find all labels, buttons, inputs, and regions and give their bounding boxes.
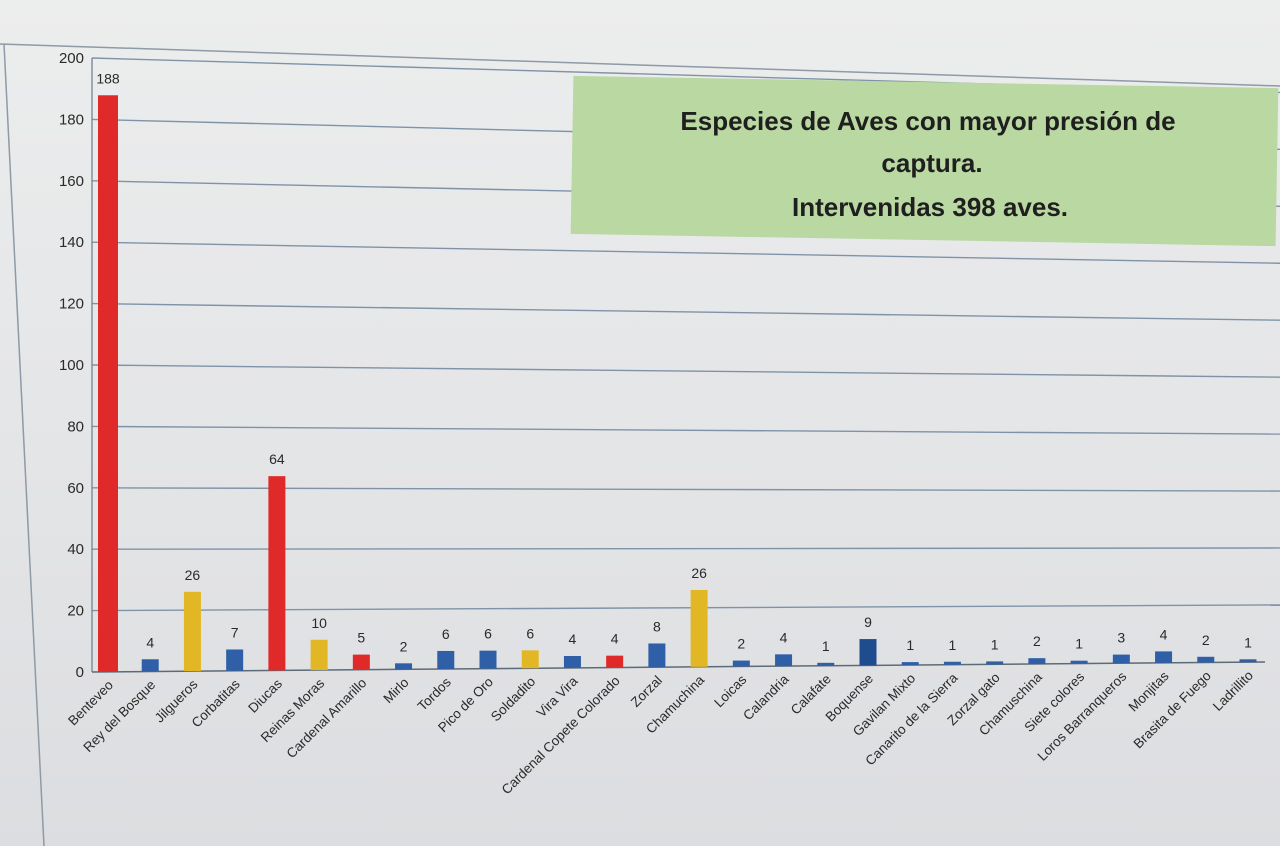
category-label: Rey del Bosque [80, 677, 158, 755]
title-box: Especies de Aves con mayor presión de ca… [570, 75, 1279, 247]
category-label: Tordos [415, 674, 454, 713]
data-label: 6 [484, 626, 492, 642]
y-tick-label: 100 [59, 357, 84, 374]
y-tick-label: 200 [59, 50, 84, 67]
gridline [91, 364, 1280, 378]
data-label: 1 [991, 636, 999, 652]
bar [521, 650, 539, 669]
data-label: 26 [691, 565, 707, 581]
data-label: 7 [231, 624, 239, 640]
y-tick-label: 140 [59, 234, 84, 251]
outer-frame-top [0, 43, 1280, 87]
bar [986, 661, 1004, 665]
gridline [91, 604, 1280, 612]
data-label: 2 [1033, 633, 1041, 649]
bar [859, 639, 877, 666]
data-label: 6 [526, 625, 534, 641]
category-label: Diucas [245, 676, 285, 716]
category-label: Mirlo [380, 675, 411, 706]
data-label: 64 [269, 451, 285, 467]
bar [1197, 656, 1215, 663]
data-label: 4 [569, 631, 577, 647]
bar [1155, 651, 1173, 663]
y-axis-ticks: 0 20 40 60 80 100 120 140 160 180 200 [59, 50, 84, 681]
y-tick-label: 160 [59, 173, 84, 190]
bar [943, 661, 961, 665]
data-label: 1 [949, 637, 957, 653]
bar [268, 476, 286, 671]
y-tick-label: 60 [67, 480, 84, 497]
data-label: 188 [96, 70, 120, 86]
y-tick-label: 180 [59, 111, 84, 128]
y-tick-label: 120 [59, 296, 84, 313]
gridline [91, 425, 1280, 435]
chart-title-line-3: Intervenidas 398 aves. [792, 192, 1068, 222]
bar [1239, 659, 1257, 663]
bar [310, 639, 328, 671]
bar [606, 655, 624, 668]
data-label: 2 [400, 638, 408, 654]
bar [479, 650, 497, 669]
data-label: 4 [1160, 626, 1168, 642]
bar [690, 589, 708, 667]
bar [183, 591, 201, 672]
outer-frame-left [3, 43, 45, 846]
x-axis-line [91, 661, 1266, 673]
data-label: 5 [357, 630, 365, 646]
data-label: 3 [1117, 630, 1125, 646]
category-label: Brasita de Fuego [1131, 668, 1214, 751]
y-tick-label: 40 [67, 541, 84, 558]
y-tick-label: 80 [67, 418, 84, 435]
gridline [91, 241, 1280, 264]
data-label: 1 [1075, 636, 1083, 652]
data-label: 6 [442, 626, 450, 642]
chart-title-line-1: Especies de Aves con mayor presión de [680, 106, 1175, 136]
gridline [91, 547, 1280, 550]
data-label: 2 [737, 636, 745, 652]
data-label: 1 [822, 638, 830, 654]
category-label: Soldadito [488, 674, 538, 724]
category-label: Ladrillito [1210, 668, 1256, 714]
bar [732, 660, 750, 667]
category-label: Calandria [740, 671, 792, 723]
data-label: 4 [146, 634, 154, 650]
data-label: 8 [653, 618, 661, 634]
bar [563, 655, 581, 668]
category-label: Loicas [711, 672, 749, 710]
bar [141, 659, 159, 672]
bar [901, 662, 919, 666]
data-label: 1 [1244, 634, 1252, 650]
bar [775, 654, 793, 667]
y-tick-label: 20 [67, 603, 84, 620]
y-tick-label: 0 [76, 664, 84, 681]
data-label: 2 [1202, 632, 1210, 648]
bar [98, 95, 118, 672]
gridline [91, 487, 1280, 492]
bar [226, 649, 244, 671]
bar [437, 650, 455, 669]
category-label: Cardenal Amarillo [283, 675, 369, 761]
chart-title-line-2: captura. [881, 148, 982, 178]
data-label: 26 [185, 567, 201, 583]
data-label: 10 [311, 615, 327, 631]
category-label: Zorzal [628, 673, 665, 710]
title-box-background [570, 75, 1279, 247]
bar [817, 662, 835, 666]
bar [352, 654, 370, 670]
data-label: 1 [906, 637, 914, 653]
data-label: 9 [864, 614, 872, 630]
bar [1112, 654, 1130, 664]
bars [98, 95, 1257, 672]
bar [395, 663, 413, 670]
bar [1070, 660, 1088, 664]
bar [648, 643, 666, 668]
bar [1028, 658, 1046, 664]
data-label: 4 [780, 629, 788, 645]
gridline [91, 302, 1280, 321]
data-label: 4 [611, 631, 619, 647]
